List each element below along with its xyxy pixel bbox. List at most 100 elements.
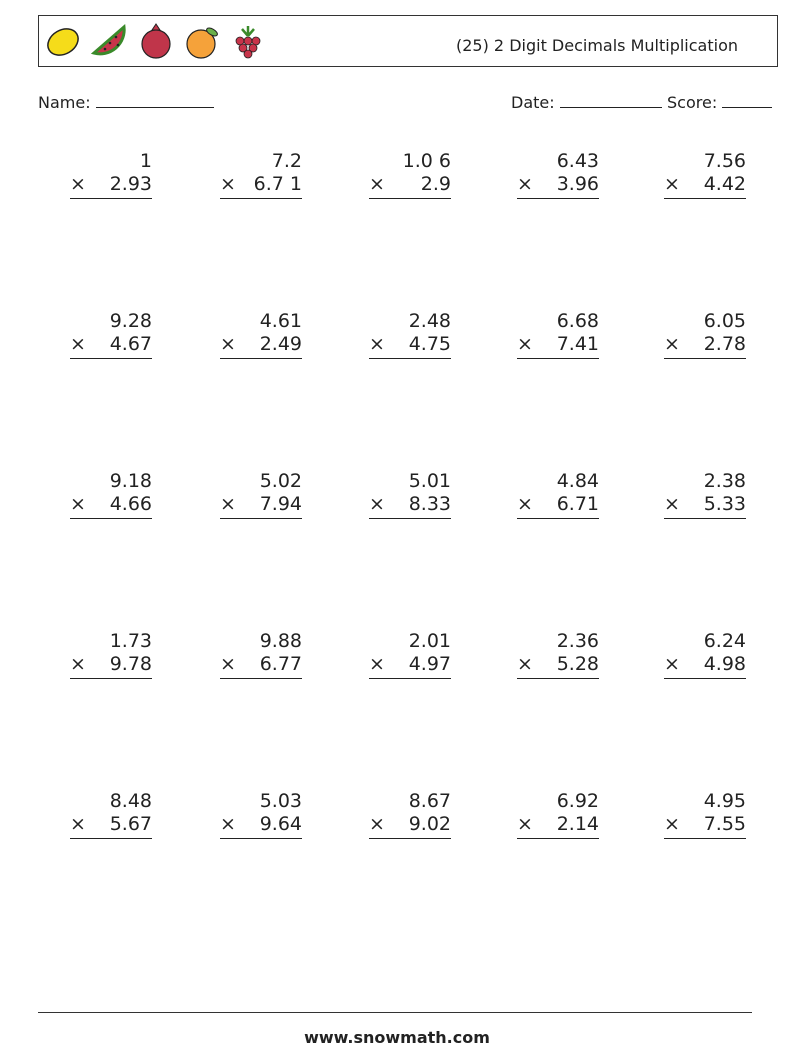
times-sign: × [517, 493, 533, 515]
problem: 5.03 × 9.64 [220, 790, 302, 839]
page-title: (25) 2 Digit Decimals Multiplication [456, 36, 738, 55]
times-sign: × [70, 493, 86, 515]
problem: 9.88 × 6.77 [220, 630, 302, 679]
multiplier-row: × 7.41 [517, 333, 599, 359]
multiplier: 6.7 1 [253, 173, 302, 195]
multiplicand: 8.67 [408, 790, 451, 812]
multiplier: 6.77 [259, 653, 302, 675]
problem: 1 × 2.93 [70, 150, 152, 199]
times-sign: × [664, 333, 680, 355]
score-label: Score: [667, 93, 718, 112]
multiplicand: 8.48 [109, 790, 152, 812]
date-blank [559, 93, 662, 108]
multiplicand: 5.02 [259, 470, 302, 492]
times-sign: × [70, 813, 86, 835]
header-box: (25) 2 Digit Decimals Multiplication [38, 15, 778, 67]
multiplier-row: × 6.7 1 [220, 173, 302, 199]
problem: 8.48 × 5.67 [70, 790, 152, 839]
problem: 8.67 × 9.02 [369, 790, 451, 839]
multiplicand: 1 [139, 150, 152, 172]
times-sign: × [220, 333, 236, 355]
multiplier: 4.75 [408, 333, 451, 355]
problem: 1.73 × 9.78 [70, 630, 152, 679]
times-sign: × [664, 813, 680, 835]
fruit-icons [44, 21, 268, 61]
problem: 1.0 6 × 2.9 [369, 150, 451, 199]
multiplier-row: × 6.71 [517, 493, 599, 519]
multiplier-row: × 4.98 [664, 653, 746, 679]
multiplier: 2.9 [420, 173, 451, 195]
multiplier: 9.02 [408, 813, 451, 835]
problem: 4.84 × 6.71 [517, 470, 599, 519]
multiplier: 7.41 [556, 333, 599, 355]
multiplicand: 6.05 [703, 310, 746, 332]
multiplicand: 4.61 [259, 310, 302, 332]
footer-divider [38, 1012, 752, 1013]
problem: 6.92 × 2.14 [517, 790, 599, 839]
multiplier: 5.33 [703, 493, 746, 515]
multiplier: 2.78 [703, 333, 746, 355]
multiplicand: 9.88 [259, 630, 302, 652]
problem: 6.68 × 7.41 [517, 310, 599, 359]
name-field: Name: [38, 93, 214, 112]
orange-icon [186, 27, 218, 59]
problem: 7.56 × 4.42 [664, 150, 746, 199]
multiplier: 2.93 [109, 173, 152, 195]
multiplier: 5.67 [109, 813, 152, 835]
multiplier: 2.49 [259, 333, 302, 355]
name-blank [95, 93, 214, 108]
multiplier: 4.98 [703, 653, 746, 675]
multiplier-row: × 9.64 [220, 813, 302, 839]
times-sign: × [517, 653, 533, 675]
date-label: Date: [511, 93, 555, 112]
multiplicand: 4.84 [556, 470, 599, 492]
multiplier-row: × 8.33 [369, 493, 451, 519]
times-sign: × [70, 653, 86, 675]
multiplier-row: × 7.94 [220, 493, 302, 519]
footer-site: www.snowmath.com [304, 1028, 490, 1047]
problem: 9.28 × 4.67 [70, 310, 152, 359]
multiplier: 6.71 [556, 493, 599, 515]
times-sign: × [369, 173, 385, 195]
times-sign: × [664, 653, 680, 675]
times-sign: × [517, 173, 533, 195]
watermelon-icon [90, 24, 126, 56]
multiplicand: 5.03 [259, 790, 302, 812]
score-field: Score: [667, 93, 773, 112]
times-sign: × [70, 173, 86, 195]
multiplier: 9.64 [259, 813, 302, 835]
multiplicand: 1.73 [109, 630, 152, 652]
multiplier: 4.66 [109, 493, 152, 515]
multiplier-row: × 4.66 [70, 493, 152, 519]
pomegranate-icon [141, 23, 171, 59]
times-sign: × [369, 333, 385, 355]
date-field: Date: [511, 93, 662, 112]
multiplier: 5.28 [556, 653, 599, 675]
problem: 5.01 × 8.33 [369, 470, 451, 519]
problem: 2.36 × 5.28 [517, 630, 599, 679]
multiplicand: 9.18 [109, 470, 152, 492]
multiplier: 4.67 [109, 333, 152, 355]
problem: 4.95 × 7.55 [664, 790, 746, 839]
multiplicand: 9.28 [109, 310, 152, 332]
name-label: Name: [38, 93, 91, 112]
multiplier-row: × 2.78 [664, 333, 746, 359]
multiplier: 4.42 [703, 173, 746, 195]
multiplier-row: × 5.67 [70, 813, 152, 839]
multiplicand: 7.56 [703, 150, 746, 172]
multiplier-row: × 2.9 [369, 173, 451, 199]
multiplier: 7.94 [259, 493, 302, 515]
multiplier-row: × 4.67 [70, 333, 152, 359]
multiplier: 9.78 [109, 653, 152, 675]
problem: 2.48 × 4.75 [369, 310, 451, 359]
problem: 5.02 × 7.94 [220, 470, 302, 519]
multiplier: 2.14 [556, 813, 599, 835]
multiplicand: 6.43 [556, 150, 599, 172]
raspberry-icon [235, 26, 261, 59]
multiplier-row: × 9.78 [70, 653, 152, 679]
multiplier-row: × 3.96 [517, 173, 599, 199]
multiplicand: 1.0 6 [402, 150, 451, 172]
multiplicand: 4.95 [703, 790, 746, 812]
problem: 4.61 × 2.49 [220, 310, 302, 359]
